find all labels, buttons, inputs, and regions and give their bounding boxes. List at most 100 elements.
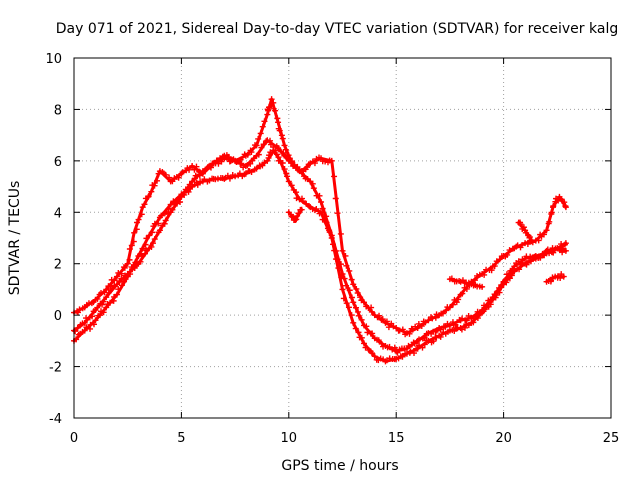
data-point — [165, 205, 172, 212]
data-point — [463, 317, 470, 324]
data-point — [368, 304, 375, 311]
data-point — [131, 229, 138, 236]
data-point — [194, 181, 201, 188]
data-point — [394, 349, 401, 356]
data-point — [383, 318, 390, 325]
data-point — [94, 304, 101, 311]
data-point — [328, 232, 335, 239]
data-point — [479, 283, 486, 290]
data-point — [275, 145, 282, 151]
data-point — [523, 261, 530, 268]
data-point — [162, 217, 169, 224]
data-point — [233, 158, 240, 165]
data-point — [337, 230, 344, 237]
data-point — [141, 201, 148, 208]
data-point — [354, 308, 361, 315]
y-tick-label: 2 — [54, 258, 62, 273]
data-point — [326, 227, 333, 234]
y-tick-label: -4 — [49, 412, 62, 427]
data-point — [179, 191, 186, 198]
data-point — [405, 342, 412, 349]
data-point — [421, 334, 428, 341]
data-point — [264, 111, 271, 118]
data-point — [115, 269, 122, 276]
fragment-2 — [446, 275, 486, 290]
data-point — [411, 340, 418, 347]
data-point — [376, 312, 383, 319]
data-point — [357, 294, 364, 301]
data-point — [403, 350, 410, 357]
x-tick-label: 15 — [388, 431, 405, 446]
data-point — [334, 210, 341, 217]
y-tick-label: 10 — [45, 52, 62, 67]
data-point — [323, 219, 330, 226]
x-tick-label: 5 — [177, 431, 185, 446]
data-point — [560, 273, 567, 280]
data-point — [306, 203, 313, 210]
data-point — [455, 296, 462, 303]
data-point — [502, 277, 509, 284]
data-point — [229, 157, 236, 164]
data-point — [540, 231, 547, 238]
data-point — [162, 171, 169, 178]
data-point — [179, 169, 186, 176]
data-point — [139, 245, 146, 252]
data-point — [524, 241, 531, 248]
data-point — [81, 327, 88, 334]
data-point — [288, 182, 295, 189]
data-point — [396, 327, 403, 334]
data-point — [442, 323, 449, 330]
data-point — [559, 249, 566, 256]
data-point — [437, 326, 444, 333]
data-point — [360, 340, 367, 347]
data-point — [328, 157, 335, 164]
data-point — [158, 212, 165, 219]
data-point — [91, 321, 98, 328]
data-point — [414, 345, 421, 352]
data-point — [193, 163, 200, 170]
data-point — [350, 281, 357, 288]
data-point — [201, 168, 208, 175]
data-point — [284, 173, 291, 180]
data-point — [311, 160, 318, 167]
data-point — [74, 324, 81, 331]
data-point — [368, 350, 375, 357]
data-point — [371, 353, 378, 360]
data-point — [343, 262, 350, 269]
data-point — [458, 326, 465, 333]
data-point — [151, 236, 158, 243]
data-point — [145, 193, 152, 200]
data-point — [557, 275, 564, 282]
y-tick-label: 0 — [54, 309, 62, 324]
data-point — [268, 96, 275, 103]
data-point — [133, 226, 140, 233]
data-point — [363, 323, 370, 330]
data-point — [113, 273, 120, 280]
data-point — [189, 178, 196, 185]
data-point — [459, 290, 466, 297]
data-point — [111, 282, 118, 289]
data-point — [343, 282, 350, 289]
data-point — [156, 227, 163, 234]
data-point — [299, 198, 306, 205]
y-tick-label: 4 — [54, 206, 62, 221]
data-point — [149, 229, 156, 236]
data-point — [399, 353, 406, 360]
data-point — [408, 325, 415, 332]
data-point — [362, 344, 369, 351]
data-point — [149, 240, 156, 247]
data-point — [416, 342, 423, 349]
data-point — [255, 135, 262, 142]
data-point — [355, 329, 362, 336]
data-point — [100, 298, 107, 305]
data-point — [100, 309, 107, 316]
data-point — [348, 276, 355, 283]
data-point — [103, 286, 110, 293]
data-point — [293, 216, 300, 223]
data-point — [411, 350, 418, 357]
data-point — [135, 216, 142, 223]
data-point — [452, 321, 459, 328]
data-point — [244, 151, 251, 158]
